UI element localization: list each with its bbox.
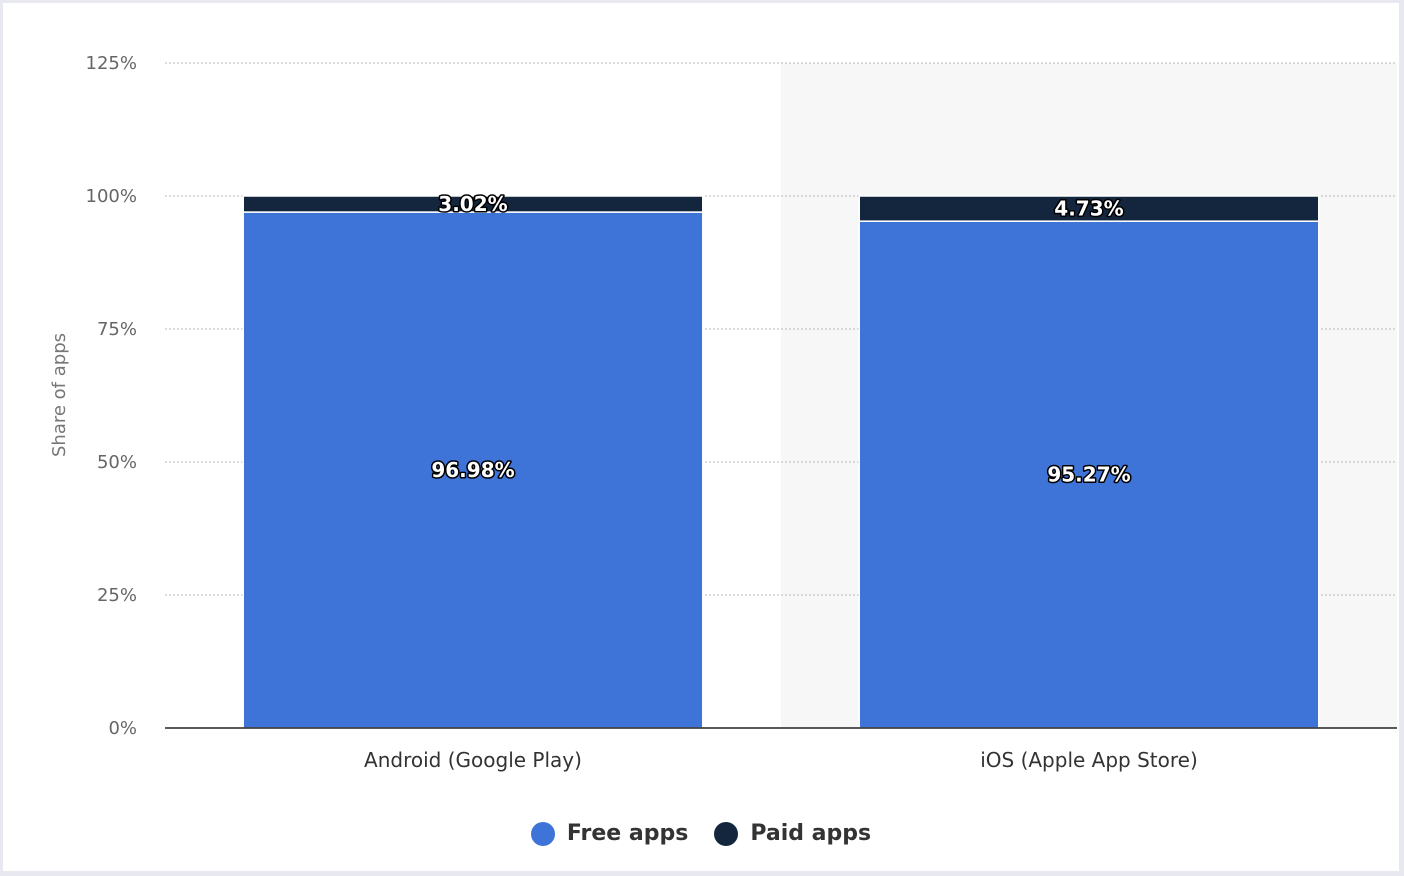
y-tick-label: 50%	[97, 452, 137, 473]
data-label-free-apps-0: 96.98%	[431, 458, 514, 482]
legend-marker-paid-apps	[714, 821, 739, 846]
y-tick-label: 100%	[86, 186, 137, 207]
y-tick-label: 25%	[97, 585, 137, 606]
chart-frame: 0% 25% 50% 75% 100% 125% Share of apps Android …	[3, 3, 1399, 871]
y-tick-label: 75%	[97, 319, 137, 340]
bar-paid-apps-0	[242, 195, 704, 213]
chart-legend: Free apps Paid apps	[3, 821, 1399, 846]
legend-marker-free-apps	[530, 821, 555, 846]
bar-free-apps-0	[242, 211, 704, 729]
y-axis-title: Share of apps	[49, 333, 70, 457]
data-label-paid-apps-0: 3.02%	[438, 192, 507, 216]
legend-item-free-apps[interactable]: Free apps	[530, 821, 689, 846]
x-category-label: iOS (Apple App Store)	[980, 748, 1198, 772]
x-category-label: Android (Google Play)	[364, 748, 582, 772]
y-tick-label: 0%	[108, 718, 137, 739]
stacked-bar-chart: 0% 25% 50% 75% 100% 125% Share of apps Android …	[49, 53, 1397, 772]
legend-label-free-apps: Free apps	[566, 821, 689, 846]
bar-paid-apps-1	[858, 195, 1320, 222]
legend-label-paid-apps: Paid apps	[750, 821, 872, 846]
data-label-free-apps-1: 95.27%	[1047, 463, 1130, 487]
bar-free-apps-1	[858, 220, 1320, 729]
y-tick-label: 125%	[86, 53, 137, 74]
legend-item-paid-apps[interactable]: Paid apps	[714, 821, 871, 846]
data-label-paid-apps-1: 4.73%	[1054, 197, 1123, 221]
